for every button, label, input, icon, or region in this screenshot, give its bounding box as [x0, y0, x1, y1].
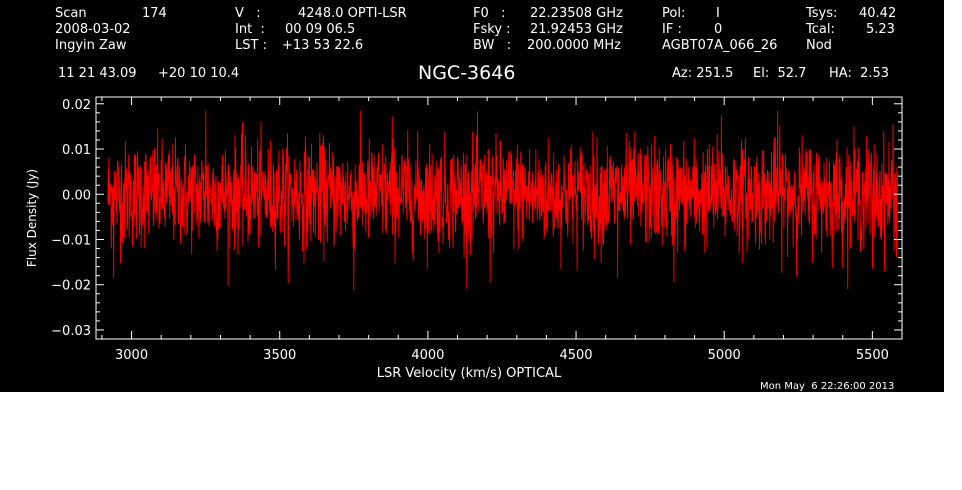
fsky-value: 21.92453 GHz	[530, 22, 623, 37]
observer-name: Ingyin Zaw	[55, 38, 127, 53]
x-tick-label: 3500	[263, 348, 296, 363]
spectrum-line	[107, 110, 899, 291]
bandwidth-value: 200.0000 MHz	[527, 38, 621, 53]
lst-label: LST :	[235, 38, 267, 53]
scan-label: Scan	[55, 6, 87, 21]
y-axis-label: Flux Density (Jy)	[25, 169, 39, 267]
hour-angle: HA: 2.53	[829, 66, 890, 81]
procedure-name: Nod	[806, 38, 832, 53]
observation-date: 2008-03-02	[55, 22, 131, 37]
velocity-label: V :	[235, 6, 261, 21]
tcal-value: 5.23	[866, 22, 895, 37]
scan-number: 174	[142, 6, 167, 21]
azimuth: Az: 251.5	[672, 66, 734, 81]
y-tick-label: 0.00	[62, 188, 91, 203]
plot-timestamp: Mon May 6 22:26:00 2013	[760, 381, 895, 392]
y-tick-label: −0.02	[51, 279, 91, 294]
declination: +20 10 10.4	[158, 66, 240, 81]
x-tick-label: 4000	[411, 348, 444, 363]
y-tick-label: −0.03	[51, 324, 91, 339]
x-tick-label: 5000	[708, 348, 741, 363]
spectrum-chart: 3000 3500 4000 4500 5000 5500 −0.03 −0.02 −0.01…	[25, 96, 903, 381]
y-tick-label: 0.02	[62, 98, 91, 113]
fsky-label: Fsky :	[473, 22, 511, 37]
if-value: 0	[714, 22, 723, 37]
bandwidth-label: BW :	[473, 38, 512, 53]
right-ascension: 11 21 43.09	[58, 66, 137, 81]
f0-value: 22.23508 GHz	[530, 6, 623, 21]
if-label: IF :	[662, 22, 682, 37]
project-id: AGBT07A_066_26	[662, 38, 778, 53]
polarization-value: I	[716, 6, 720, 21]
tsys-value: 40.42	[859, 6, 897, 21]
y-axis-ticks: −0.03 −0.02 −0.01 0.00 0.01 0.02	[51, 98, 902, 339]
x-axis-label: LSR Velocity (km/s) OPTICAL	[377, 366, 562, 381]
tsys-label: Tsys:	[806, 6, 838, 21]
source-name: NGC-3646	[418, 62, 516, 84]
f0-label: F0 :	[473, 6, 506, 21]
y-tick-label: −0.01	[51, 233, 91, 248]
spectrum-trace	[107, 110, 899, 291]
x-tick-label: 3000	[115, 348, 148, 363]
polarization-label: Pol:	[662, 6, 686, 21]
plot-frame	[95, 96, 903, 340]
x-tick-label: 5500	[856, 348, 889, 363]
elevation: El: 52.7	[753, 66, 807, 81]
plot-screen: Scan 174 2008-03-02 Ingyin Zaw V : 4248.…	[0, 0, 944, 392]
integration-label: Int :	[235, 22, 265, 37]
integration-value: 00 09 06.5	[285, 22, 356, 37]
lst-value: +13 53 22.6	[282, 38, 364, 53]
y-tick-label: 0.01	[62, 143, 91, 158]
x-axis-ticks: 3000 3500 4000 4500 5000 5500	[101, 97, 903, 363]
tcal-label: Tcal:	[806, 22, 835, 37]
velocity-value: 4248.0 OPTI-LSR	[298, 6, 407, 21]
x-tick-label: 4500	[559, 348, 592, 363]
